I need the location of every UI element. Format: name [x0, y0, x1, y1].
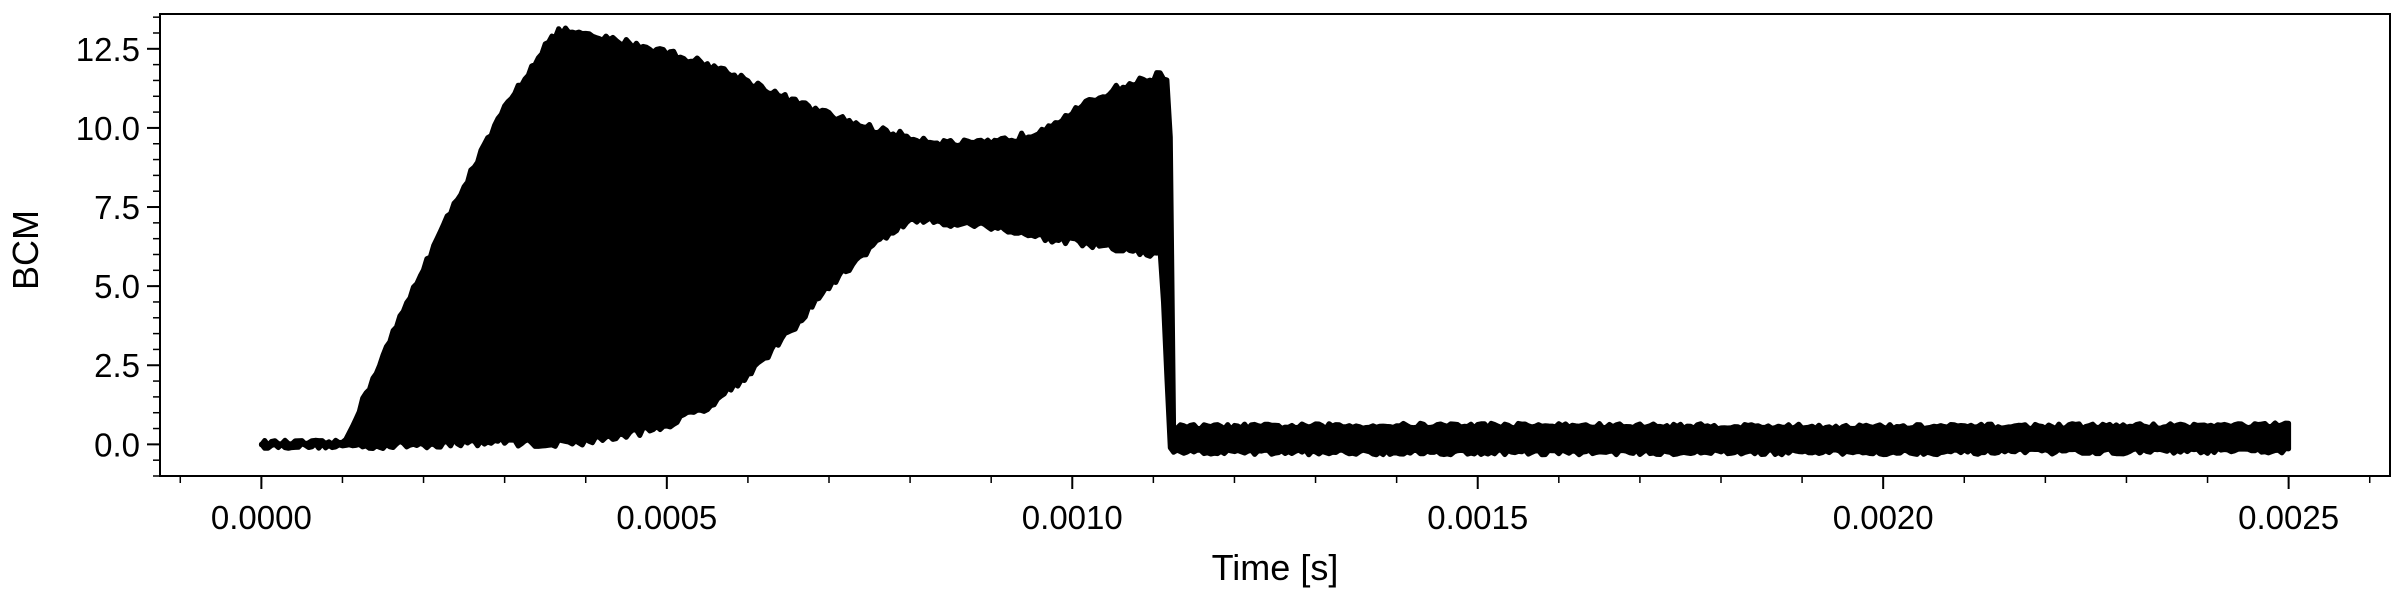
x-tick-label: 0.0000	[211, 499, 312, 536]
axes: 0.0000 0.0005 0.0010 0.0015 0.0020 0.0025 0.0 2…	[76, 13, 2391, 536]
data-series-0	[258, 25, 2292, 458]
x-tick-label: 0.0005	[616, 499, 717, 536]
x-axis-label: Time [s]	[1212, 547, 1339, 588]
x-tick-label: 0.0020	[1833, 499, 1934, 536]
y-tick-label: 2.5	[94, 347, 140, 384]
y-tick-label: 7.5	[94, 189, 140, 226]
y-tick-label: 12.5	[76, 31, 140, 68]
x-tick-label: 0.0025	[2238, 499, 2339, 536]
y-tick-label: 5.0	[94, 268, 140, 305]
y-axis-label: BCM	[5, 210, 46, 290]
y-tick-label: 0.0	[94, 426, 140, 463]
y-tick-label: 10.0	[76, 110, 140, 147]
plot-frame	[159, 13, 2391, 477]
x-tick-label: 0.0010	[1022, 499, 1123, 536]
plot-area	[258, 25, 2292, 458]
x-tick-label: 0.0015	[1427, 499, 1528, 536]
